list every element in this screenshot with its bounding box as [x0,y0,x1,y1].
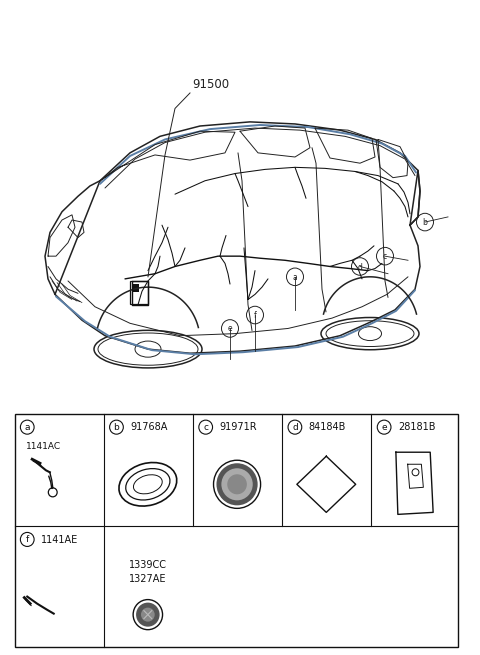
Text: c: c [383,252,387,261]
Circle shape [136,603,160,627]
Text: d: d [292,423,298,432]
Text: b: b [114,423,120,432]
Text: f: f [253,311,256,320]
Text: 1327AE: 1327AE [129,574,167,584]
Text: 1141AC: 1141AC [26,442,61,451]
Text: e: e [381,423,387,432]
Circle shape [216,463,258,506]
Text: 91768A: 91768A [130,422,168,432]
Text: c: c [203,423,208,432]
Circle shape [221,468,253,500]
Text: e: e [228,324,232,333]
Text: 28181B: 28181B [398,422,435,432]
Text: 1141AE: 1141AE [41,534,78,545]
Circle shape [141,608,155,622]
Text: a: a [293,273,298,282]
Circle shape [227,474,247,495]
Text: f: f [25,535,29,544]
Text: 1339CC: 1339CC [129,559,167,569]
Text: 91971R: 91971R [219,422,257,432]
Bar [133,284,139,292]
Bar [130,281,148,304]
Text: 91500: 91500 [192,78,229,91]
Text: d: d [358,263,362,272]
Text: b: b [422,218,427,227]
Text: 84184B: 84184B [309,422,346,432]
Text: a: a [24,423,30,432]
